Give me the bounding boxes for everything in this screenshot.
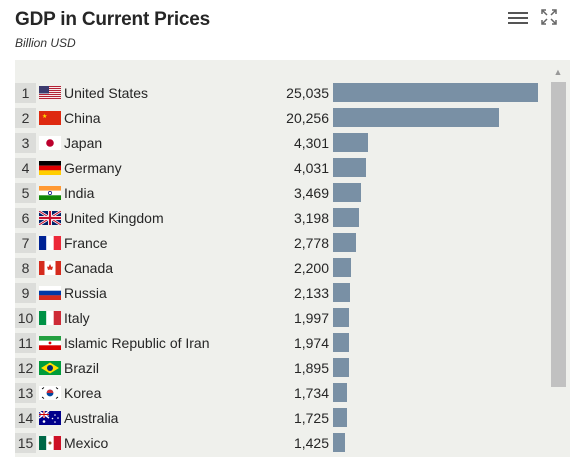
bar-row[interactable]: 2 ★ China 20,256	[15, 107, 545, 129]
country-label: United Kingdom	[64, 210, 164, 226]
rank-label: 9	[15, 283, 36, 303]
value-label: 3,198	[293, 210, 329, 226]
ru-flag-icon	[39, 286, 61, 300]
value-label: 4,301	[293, 135, 329, 151]
bar-row[interactable]: 4 Germany 4,031	[15, 157, 545, 179]
rank-label: 15	[15, 433, 36, 453]
vertical-scrollbar[interactable]: ▲	[549, 65, 567, 457]
value-label: 3,469	[293, 185, 329, 201]
country-label: Brazil	[64, 360, 100, 376]
gdp-bar[interactable]	[333, 208, 359, 227]
de-flag-icon	[39, 161, 61, 175]
bar-row[interactable]: 12 Brazil 1,895	[15, 357, 545, 379]
bar-row[interactable]: 3 Japan 4,301	[15, 132, 545, 154]
rank-label: 11	[15, 333, 36, 353]
value-label: 1,974	[293, 335, 329, 351]
gdp-bar[interactable]	[333, 108, 499, 127]
scroll-thumb[interactable]	[551, 82, 566, 387]
bar-row[interactable]: 5 India 3,469	[15, 182, 545, 204]
value-label: 2,200	[293, 260, 329, 276]
country-label: Japan	[64, 135, 103, 151]
rank-label: 3	[15, 133, 36, 153]
bar-row[interactable]: 6 United Kingdom 3,198	[15, 207, 545, 229]
gdp-bar[interactable]	[333, 333, 349, 352]
rank-label: 13	[15, 383, 36, 403]
mx-flag-icon	[39, 436, 61, 450]
in-flag-icon	[39, 186, 61, 200]
bar-row[interactable]: 9 Russia 2,133	[15, 282, 545, 304]
bar-row[interactable]: 8 Canada 2,200	[15, 257, 545, 279]
rank-label: 1	[15, 83, 36, 103]
gdp-bar[interactable]	[333, 383, 347, 402]
chart-subtitle: Billion USD	[15, 36, 76, 50]
bar-row[interactable]: 14 Australia 1,725	[15, 407, 545, 429]
value-label: 1,725	[293, 410, 329, 426]
au-flag-icon	[38, 410, 61, 425]
cn-flag-icon: ★	[39, 111, 61, 125]
it-flag-icon	[39, 311, 61, 325]
rank-label: 6	[15, 208, 36, 228]
value-label: 1,425	[293, 435, 329, 451]
kr-flag-icon	[39, 386, 61, 400]
country-label: India	[64, 185, 95, 201]
value-label: 1,734	[293, 385, 329, 401]
gdp-bar[interactable]	[333, 183, 361, 202]
us-flag-icon	[39, 86, 61, 100]
rank-label: 8	[15, 258, 36, 278]
rank-label: 7	[15, 233, 36, 253]
bar-row[interactable]: 13 Korea 1,734	[15, 382, 545, 404]
gdp-bar[interactable]	[333, 158, 366, 177]
country-label: Italy	[64, 310, 90, 326]
gdp-bar[interactable]	[333, 233, 356, 252]
gdp-bar[interactable]	[333, 408, 347, 427]
value-label: 2,133	[293, 285, 329, 301]
country-label: France	[64, 235, 108, 251]
ir-flag-icon	[39, 336, 61, 350]
rank-label: 5	[15, 183, 36, 203]
rank-label: 4	[15, 158, 36, 178]
scroll-up-arrow-icon[interactable]: ▲	[553, 67, 563, 77]
gdp-bar[interactable]	[333, 283, 350, 302]
country-label: China	[64, 110, 101, 126]
gdp-bar[interactable]	[333, 308, 349, 327]
gdp-bar[interactable]	[333, 433, 345, 452]
svg-text:★: ★	[42, 113, 47, 120]
country-label: Russia	[64, 285, 107, 301]
value-label: 1,997	[293, 310, 329, 326]
br-flag-icon	[39, 361, 61, 375]
fullscreen-expand-icon[interactable]	[540, 8, 558, 26]
country-label: United States	[64, 85, 149, 101]
gb-flag-icon	[38, 209, 62, 227]
rank-label: 12	[15, 358, 36, 378]
country-label: Australia	[64, 410, 119, 426]
rank-label: 14	[15, 408, 36, 428]
gdp-bar[interactable]	[333, 258, 351, 277]
country-label: Korea	[64, 385, 102, 401]
country-label: Islamic Republic of Iran	[64, 335, 210, 351]
country-label: Germany	[64, 160, 122, 176]
jp-flag-icon	[39, 136, 61, 150]
gdp-bar[interactable]	[333, 358, 349, 377]
value-label: 25,035	[286, 85, 329, 101]
country-label: Mexico	[64, 435, 109, 451]
chart-title: GDP in Current Prices	[15, 9, 211, 30]
rank-label: 10	[15, 308, 36, 328]
rank-label: 2	[15, 108, 36, 128]
value-label: 1,895	[293, 360, 329, 376]
bar-row[interactable]: 7 France 2,778	[15, 232, 545, 254]
country-label: Canada	[64, 260, 114, 276]
bar-row[interactable]: 15 Mexico 1,425	[15, 432, 545, 454]
bar-row[interactable]: 1 United States 25,035	[15, 82, 545, 104]
value-label: 4,031	[293, 160, 329, 176]
fr-flag-icon	[39, 236, 61, 250]
ca-flag-icon	[39, 261, 61, 275]
gdp-bar[interactable]	[333, 133, 368, 152]
bar-row[interactable]: 10 Italy 1,997	[15, 307, 545, 329]
gdp-bar[interactable]	[333, 83, 538, 102]
bar-row[interactable]: 11 Islamic Republic of Iran 1,974	[15, 332, 545, 354]
value-label: 20,256	[286, 110, 329, 126]
value-label: 2,778	[293, 235, 329, 251]
hamburger-menu-icon[interactable]	[508, 9, 528, 27]
